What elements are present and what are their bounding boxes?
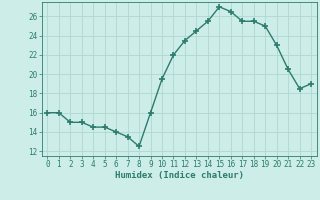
X-axis label: Humidex (Indice chaleur): Humidex (Indice chaleur) bbox=[115, 171, 244, 180]
